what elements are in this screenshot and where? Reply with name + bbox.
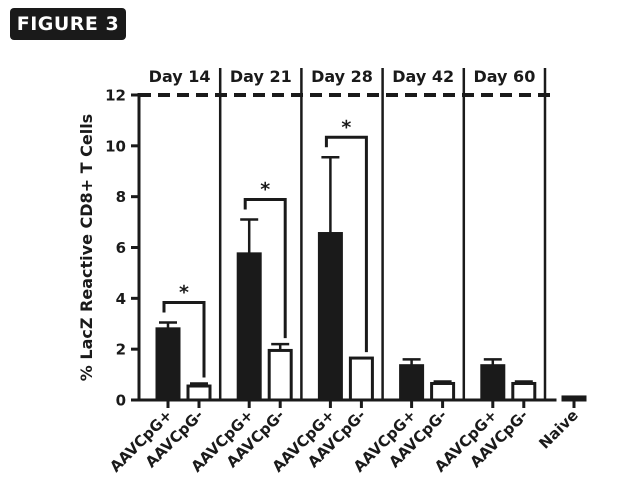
x-tick-label: Naive — [535, 406, 582, 453]
bar-filled — [236, 252, 262, 402]
bar-filled — [399, 364, 425, 402]
bar-open — [348, 356, 374, 402]
significance-star: * — [179, 281, 189, 303]
figure-label: FIGURE 3 — [16, 13, 120, 35]
bar-open — [267, 348, 293, 402]
group-label: Day 60 — [473, 67, 535, 86]
significance-star: * — [260, 179, 270, 201]
significance-bracket — [162, 300, 206, 378]
significance-bracket — [324, 135, 368, 353]
y-tick-label: 10 — [105, 137, 126, 155]
group-label: Day 21 — [230, 67, 292, 86]
group-label: Day 14 — [149, 67, 211, 86]
group-label: Day 28 — [311, 67, 373, 86]
bar-open — [511, 381, 537, 402]
y-axis-title: % LacZ Reactive CD8+ T Cells — [77, 114, 96, 381]
bar-open — [186, 384, 212, 402]
bar-filled — [317, 232, 343, 402]
bar-open — [430, 381, 456, 402]
bar-filled — [561, 395, 587, 402]
y-tick-label: 4 — [116, 290, 126, 308]
y-tick-label: 12 — [105, 87, 126, 105]
bar-filled — [155, 327, 181, 402]
bar-filled — [480, 364, 506, 402]
significance-star: * — [341, 116, 351, 138]
figure-badge — [10, 8, 126, 40]
chart-bars — [155, 135, 587, 402]
y-tick-label: 8 — [116, 188, 126, 206]
group-label: Day 42 — [392, 67, 454, 86]
y-tick-label: 6 — [116, 239, 126, 257]
y-tick-label: 2 — [116, 341, 126, 359]
significance-bracket — [243, 198, 287, 339]
y-tick-label: 0 — [116, 392, 126, 410]
